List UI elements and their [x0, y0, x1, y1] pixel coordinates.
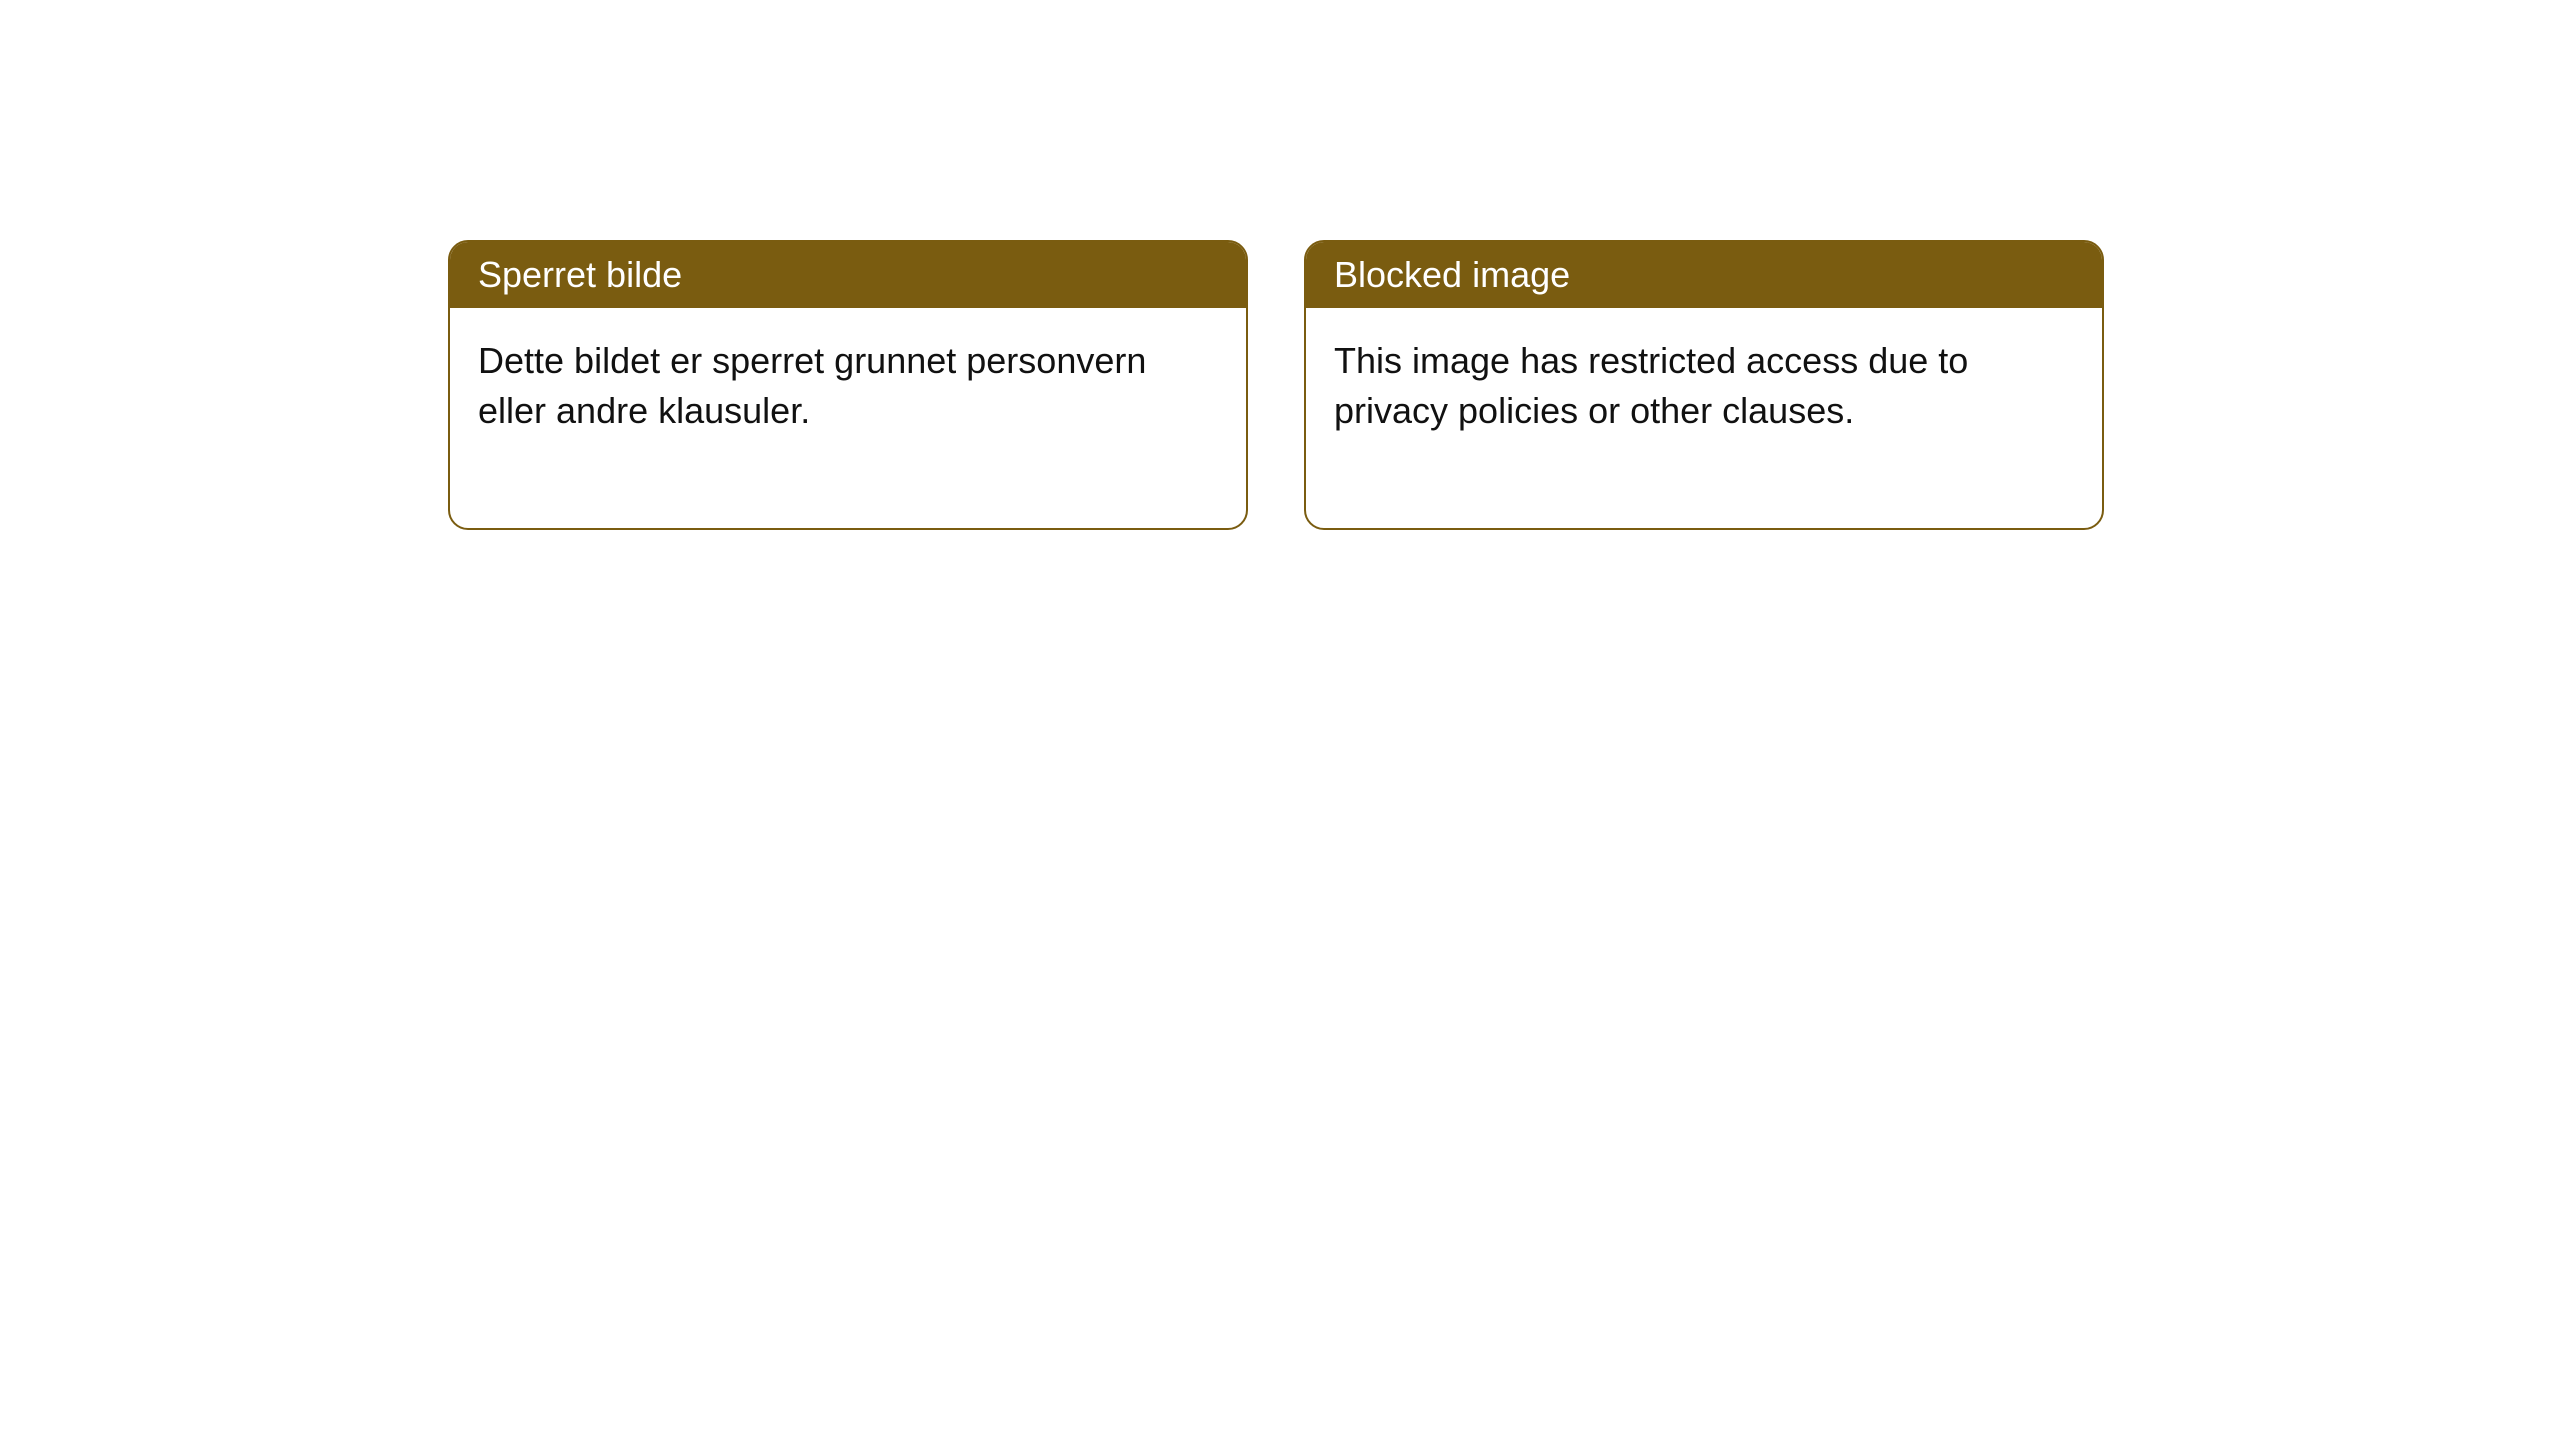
- notice-text-no: Dette bildet er sperret grunnet personve…: [478, 340, 1146, 431]
- notice-header-en: Blocked image: [1306, 242, 2102, 308]
- notice-card-no: Sperret bilde Dette bildet er sperret gr…: [448, 240, 1248, 530]
- notice-title-en: Blocked image: [1334, 254, 1570, 295]
- notice-body-en: This image has restricted access due to …: [1306, 308, 2102, 528]
- notice-body-no: Dette bildet er sperret grunnet personve…: [450, 308, 1246, 528]
- notice-container: Sperret bilde Dette bildet er sperret gr…: [0, 0, 2560, 530]
- notice-card-en: Blocked image This image has restricted …: [1304, 240, 2104, 530]
- notice-title-no: Sperret bilde: [478, 254, 682, 295]
- notice-text-en: This image has restricted access due to …: [1334, 340, 1968, 431]
- notice-header-no: Sperret bilde: [450, 242, 1246, 308]
